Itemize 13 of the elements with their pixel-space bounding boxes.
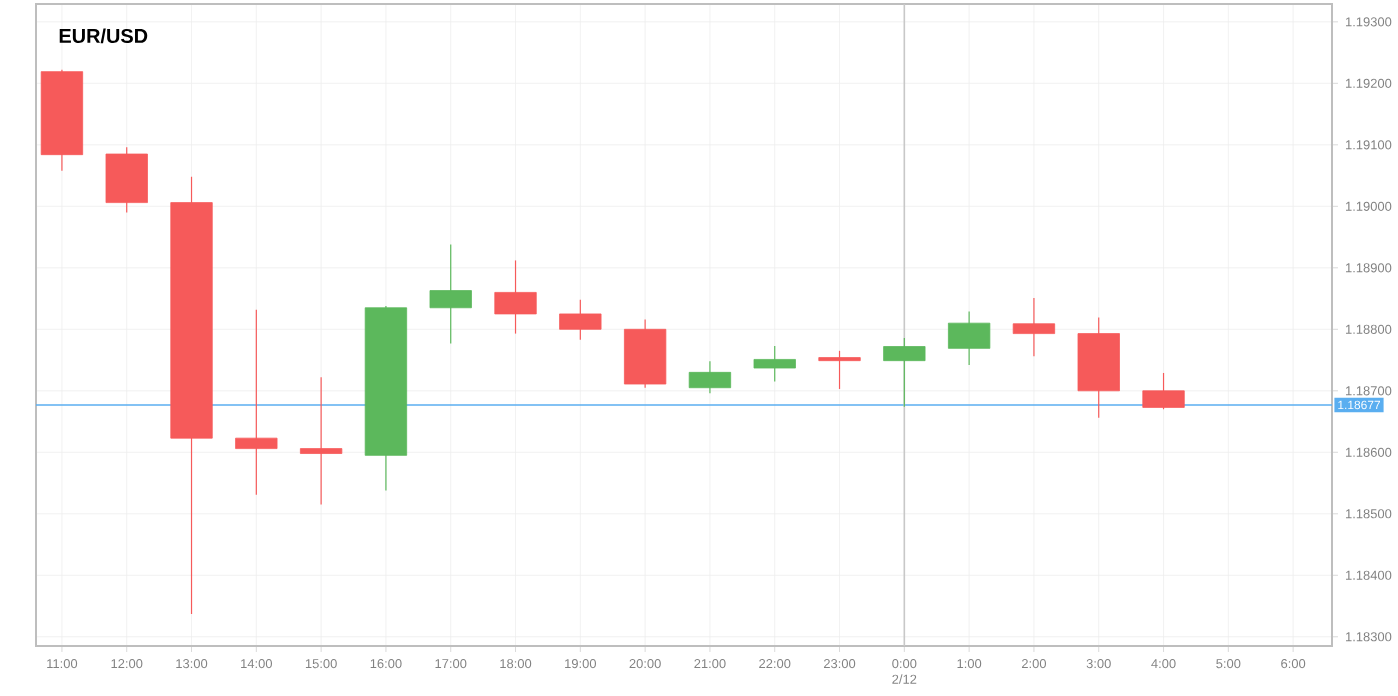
candlestick: [753, 345, 796, 383]
text: EUR/USD: [59, 28, 148, 44]
candlestick: [429, 243, 472, 345]
candlestick: [1012, 297, 1056, 357]
candlestick: [688, 360, 732, 394]
candlestick: [883, 337, 926, 408]
candlestick: [494, 259, 537, 335]
candlestick: [1142, 372, 1185, 410]
candlestick: [947, 310, 991, 366]
candlestick: [299, 376, 343, 506]
candlestick: [818, 350, 861, 390]
candlestick: [235, 309, 278, 496]
candlestick: [559, 299, 602, 341]
